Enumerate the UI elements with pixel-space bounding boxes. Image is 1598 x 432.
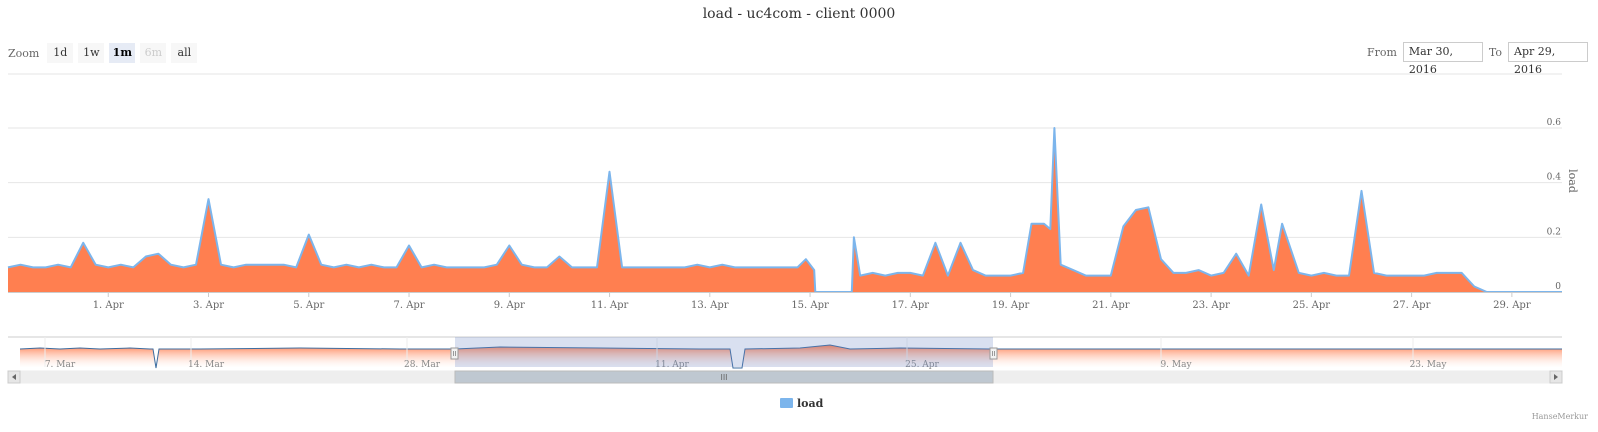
zoom-1d-button[interactable]: 1d — [47, 43, 74, 63]
x-tick-label: 21. Apr — [1092, 300, 1130, 311]
x-tick-label: 19. Apr — [992, 300, 1030, 311]
navigator-area — [20, 345, 1562, 368]
arrow-left-icon — [12, 374, 16, 380]
arrow-right-icon — [1554, 374, 1558, 380]
gridlines — [8, 73, 1562, 293]
chart-title: load - uc4com - client 0000 — [702, 6, 896, 22]
x-axis: 1. Apr 3. Apr 5. Apr 7. Apr 9. Apr 11. Apr 13.… — [8, 292, 1562, 311]
x-tick-label: 13. Apr — [691, 300, 729, 311]
x-tick-label: 5. Apr — [293, 300, 324, 311]
scrollbar-grip: III — [720, 373, 727, 382]
scrollbar-thumb[interactable] — [454, 370, 994, 384]
x-tick-label: 11. Apr — [591, 300, 629, 311]
navigator-tick-label: 9. May — [1160, 360, 1192, 370]
from-label: From — [1366, 45, 1397, 59]
y-tick-label: 0.2 — [1547, 227, 1561, 237]
zoom-selector: Zoom 1d 1w 1m 6m all — [8, 43, 198, 63]
date-range-selector: From Mar 30, 2016 To Apr 29, 2016 — [1361, 42, 1588, 76]
x-tick-label: 9. Apr — [494, 300, 525, 311]
navigator-tick-label: 25. Apr — [905, 360, 939, 370]
zoom-label: Zoom — [8, 46, 40, 60]
y-tick-label: 0.4 — [1547, 173, 1562, 183]
x-tick-label: 29. Apr — [1493, 300, 1531, 311]
series-line-load — [7, 127, 1562, 293]
navigator-tick-label: 11. Apr — [655, 360, 689, 370]
zoom-1w-button[interactable]: 1w — [78, 43, 105, 63]
scrollbar-right-button[interactable] — [1549, 370, 1563, 384]
scrollbar-left-button[interactable] — [7, 370, 21, 384]
navigator-tick-label: 28. Mar — [404, 360, 441, 370]
x-tick-label: 15. Apr — [791, 300, 829, 311]
legend-item-load[interactable]: load — [797, 397, 824, 410]
scrollbar[interactable]: III — [7, 370, 1563, 384]
navigator-x-axis: 7. Mar 14. Mar 28. Mar 11. Apr 25. Apr 9. May… — [44, 337, 1448, 370]
x-tick-label: 7. Apr — [393, 300, 424, 311]
y-tick-label: 0.6 — [1547, 118, 1562, 128]
navigator[interactable]: 7. Mar 14. Mar 28. Mar 11. Apr 25. Apr 9. May… — [8, 336, 1562, 370]
y-tick-label: 0 — [1555, 282, 1561, 292]
navigator-tick-label: 7. Mar — [45, 360, 76, 370]
x-tick-label: 3. Apr — [193, 300, 224, 311]
legend-swatch — [780, 398, 793, 408]
credit-text: HanseMerkur — [1531, 412, 1588, 421]
zoom-6m-button: 6m — [140, 43, 167, 63]
navigator-tick-label: 14. Mar — [188, 360, 225, 370]
x-tick-label: 25. Apr — [1293, 300, 1331, 311]
x-tick-label: 23. Apr — [1192, 300, 1230, 311]
zoom-1m-button[interactable]: 1m — [109, 43, 136, 63]
zoom-all-button[interactable]: all — [171, 43, 198, 63]
from-date-input[interactable]: Mar 30, 2016 — [1402, 42, 1483, 76]
navigator-tick-label: 23. May — [1410, 360, 1448, 370]
navigator-selected-range[interactable] — [455, 337, 993, 367]
to-label: To — [1488, 45, 1502, 59]
x-tick-label: 27. Apr — [1393, 300, 1431, 311]
navigator-line — [19, 344, 1562, 369]
legend[interactable]: load — [780, 397, 824, 410]
y-axis-title: load — [1566, 169, 1579, 193]
navigator-right-handle[interactable] — [989, 347, 998, 360]
load-series — [7, 127, 1562, 293]
x-tick-label: 17. Apr — [892, 300, 930, 311]
y-axis: 0 0.2 0.4 0.6 — [1547, 118, 1562, 292]
navigator-series — [19, 344, 1562, 369]
to-date-input[interactable]: Apr 29, 2016 — [1508, 42, 1588, 76]
navigator-left-handle[interactable] — [450, 347, 459, 360]
x-tick-label: 1. Apr — [93, 300, 124, 311]
